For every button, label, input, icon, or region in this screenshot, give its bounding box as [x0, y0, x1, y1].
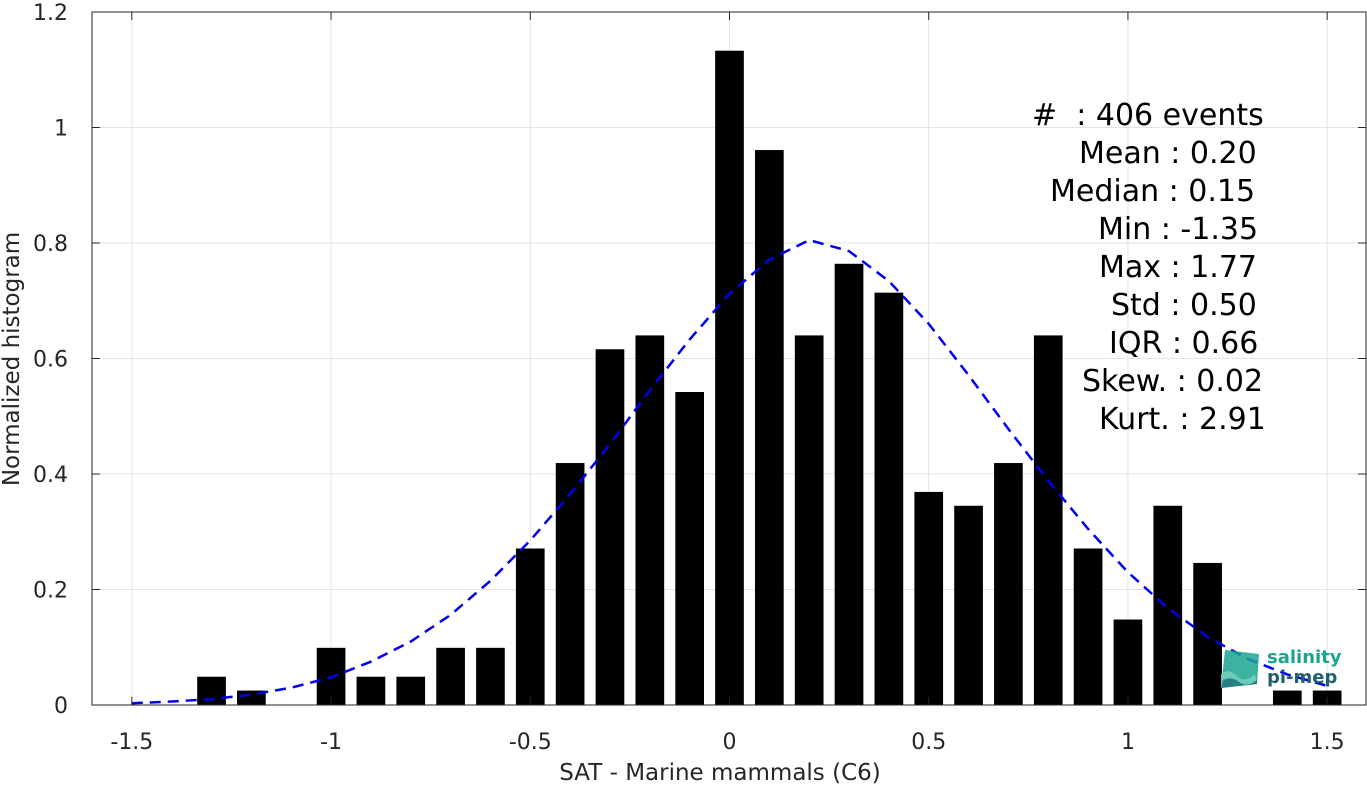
axis-ticks: -1.5 -1 -0.5 0 0.5 1 1.5 0 0.2 0.4 0.6 0.8 1 1.2: [33, 1, 1366, 755]
stat-skew: Skew. : 0.02: [1082, 364, 1264, 399]
stat-kurt: Kurt. : 2.91: [1099, 402, 1266, 437]
histogram-bar: [356, 676, 386, 705]
x-tick-label: -0.5: [509, 730, 552, 755]
histogram-bar: [874, 292, 904, 705]
y-tick-label: 0.2: [33, 579, 68, 604]
histogram-bar: [1272, 690, 1302, 705]
x-tick-label: 1.5: [1310, 730, 1345, 755]
x-tick-label: -1: [320, 730, 342, 755]
fit-curve-line: [131, 238, 1328, 705]
histogram-bar: [1153, 505, 1183, 705]
histogram-bar: [396, 676, 426, 705]
stat-mean: Mean : 0.20: [1079, 136, 1257, 171]
x-tick-label: 1: [1121, 730, 1135, 755]
histogram-bar: [436, 647, 465, 705]
y-tick-label: 1.2: [33, 1, 68, 26]
stat-count: # : 406 events: [1032, 98, 1264, 133]
histogram-bars: [197, 50, 1342, 705]
histogram-bar: [595, 349, 625, 705]
histogram-bar: [1193, 562, 1222, 705]
y-tick-label: 0.8: [33, 232, 68, 257]
x-tick-label: -1.5: [110, 730, 153, 755]
histogram-bar: [794, 335, 824, 705]
logo-wave-icon: [1221, 650, 1259, 688]
histogram-bar: [1033, 335, 1063, 705]
histogram-bar: [755, 150, 784, 705]
y-tick-label: 0.6: [33, 348, 68, 373]
histogram-bar: [994, 463, 1023, 705]
x-tick-label: 0.5: [911, 730, 946, 755]
stat-iqr: IQR : 0.66: [1109, 326, 1259, 361]
histogram-bar: [476, 647, 505, 705]
histogram-bar: [834, 263, 864, 705]
histogram-bar: [197, 676, 226, 705]
stat-std: Std : 0.50: [1111, 288, 1257, 323]
logo-line1: salinity: [1267, 647, 1342, 668]
salinity-pimep-logo: salinity pi-mep: [1217, 646, 1345, 694]
y-tick-label: 0.4: [33, 463, 68, 488]
histogram-bar: [1113, 619, 1143, 705]
y-tick-label: 0: [54, 694, 68, 719]
logo-line2: pi-mep: [1267, 667, 1338, 688]
y-axis-label: Normalized histogram: [0, 232, 25, 486]
stat-min: Min : -1.35: [1098, 212, 1259, 247]
histogram-bar: [715, 50, 744, 705]
stat-median: Median : 0.15: [1050, 174, 1256, 209]
histogram-bar: [1073, 548, 1103, 705]
histogram-bar: [555, 463, 585, 705]
x-axis-label: SAT - Marine mammals (C6): [559, 760, 881, 785]
y-tick-label: 1: [54, 117, 68, 142]
histogram-bar: [954, 505, 983, 705]
normal-fit-curve: [131, 238, 1328, 705]
histogram-bar: [675, 391, 704, 705]
x-tick-label: 0: [723, 730, 737, 755]
stat-max: Max : 1.77: [1099, 250, 1257, 285]
histogram-bar: [914, 491, 944, 705]
histogram-bar: [635, 335, 665, 705]
histogram-bar: [515, 548, 545, 705]
